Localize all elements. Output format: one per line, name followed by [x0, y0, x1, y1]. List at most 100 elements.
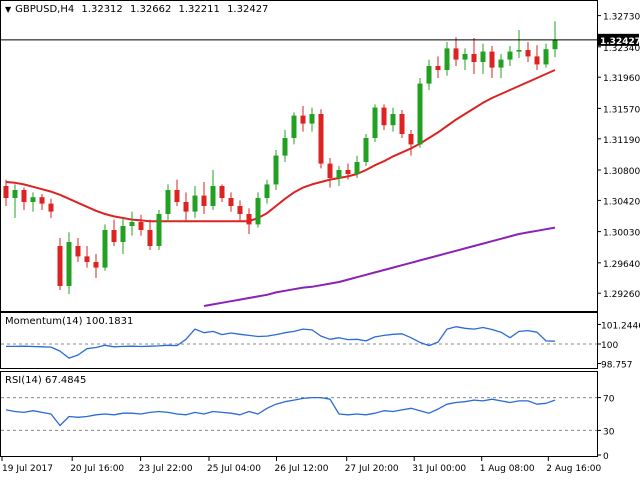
candle-bull	[480, 51, 486, 62]
candle-bull	[507, 51, 513, 60]
candle-bear	[408, 134, 414, 145]
candle-bull	[66, 242, 72, 286]
price-tick-label: 1.31960	[603, 74, 640, 84]
main-chart-title: ▼ GBPUSD,H4 1.32312 1.32662 1.32211 1.324…	[5, 4, 272, 15]
time-tick-label: 23 Jul 22:00	[139, 464, 193, 474]
candle-bear	[318, 114, 324, 164]
candle-bear	[435, 66, 441, 70]
candle-bear	[201, 195, 207, 206]
price-tick-label: 1.30800	[603, 167, 640, 177]
momentum-tick-label: 100	[601, 341, 618, 351]
candle-bear	[228, 198, 234, 206]
symbol-timeframe: GBPUSD,H4	[15, 4, 75, 15]
momentum-tick-label: 98.757	[601, 361, 633, 371]
candle-bull	[210, 186, 216, 206]
price-tick-label: 1.31570	[603, 105, 640, 115]
price-tick-label: 1.31190	[603, 136, 640, 146]
momentum-tick-label: 101.2446	[601, 321, 640, 331]
time-tick-label: 19 Jul 2017	[2, 464, 53, 474]
candle-bull	[165, 190, 171, 214]
candle-bear	[138, 222, 144, 230]
ohlc-high: 1.32662	[129, 4, 172, 15]
candle-bear	[57, 246, 63, 286]
candle-bull	[30, 197, 36, 202]
candle-bear	[84, 256, 90, 262]
candle-bull	[336, 170, 342, 178]
rsi-tick-label: 0	[603, 452, 609, 462]
rsi-tick-label: 30	[603, 427, 615, 437]
candle-bear	[183, 202, 189, 212]
price-tick-label: 1.30420	[603, 197, 640, 207]
ohlc-close: 1.32427	[227, 4, 269, 15]
rsi-plot	[1, 396, 597, 431]
current-price-box	[598, 33, 639, 46]
axes: 1.32730 1.32340 1.31960 1.31570 1.31190 1.308…	[1, 13, 640, 474]
price-tick-label: 1.29260	[603, 290, 640, 300]
main-chart-plot	[1, 21, 597, 307]
candle-bear	[471, 54, 477, 62]
rsi-panel-frame	[0, 371, 598, 457]
candle-bull	[309, 114, 315, 124]
collapse-triangle-icon[interactable]: ▼	[5, 5, 12, 14]
price-tick-label: 1.29640	[603, 260, 640, 270]
candle-bear	[21, 190, 27, 202]
candle-bear	[111, 230, 117, 242]
candle-bull	[462, 54, 468, 60]
momentum-plot	[1, 326, 597, 359]
candle-bull	[444, 48, 450, 70]
candle-bull	[372, 107, 378, 138]
candle-bear	[327, 163, 333, 178]
candle-bull	[12, 190, 18, 198]
rsi-title: RSI(14) 67.4845	[5, 375, 87, 386]
candle-bear	[399, 114, 405, 134]
candle-bear	[453, 48, 459, 60]
candle-bear	[246, 214, 252, 225]
candle-bull	[192, 195, 198, 212]
candle-bear	[525, 50, 531, 57]
momentum-title: Momentum(14) 100.1831	[5, 316, 134, 327]
time-tick-label: 27 Jul 20:00	[345, 464, 399, 474]
time-tick-label: 26 Jul 12:00	[275, 464, 329, 474]
candle-bull	[102, 230, 108, 268]
price-tick-label: 1.32730	[603, 13, 640, 23]
candle-bear	[219, 186, 225, 198]
candle-bear	[3, 186, 9, 198]
candle-bear	[39, 197, 45, 204]
current-price-label: 1.32427	[600, 37, 640, 47]
candle-bull	[543, 49, 549, 65]
candle-bull	[264, 184, 270, 198]
slow-sma-line	[203, 226, 556, 307]
ohlc-open: 1.32312	[81, 4, 123, 15]
candle-bull	[255, 198, 261, 225]
candle-bull	[291, 115, 297, 138]
candle-bear	[75, 246, 81, 257]
ohlc-low: 1.32211	[178, 4, 220, 15]
candle-bear	[93, 262, 99, 268]
candle-bull	[426, 66, 432, 84]
rsi-tick-label: 70	[603, 395, 615, 405]
time-tick-label: 31 Jul 00:00	[412, 464, 466, 474]
time-tick-label: 2 Aug 16:00	[546, 464, 601, 474]
candle-bull	[498, 59, 504, 68]
fast-ema-line	[5, 69, 556, 223]
candle-bull	[354, 162, 360, 174]
candle-bear	[345, 170, 351, 174]
rsi-line	[5, 396, 556, 427]
candle-bear	[300, 115, 306, 124]
time-tick-label: 25 Jul 04:00	[207, 464, 261, 474]
candle-bull	[120, 226, 126, 242]
candle-bull	[273, 155, 279, 185]
candle-bear	[48, 203, 54, 212]
momentum-line	[6, 326, 556, 359]
candle-bull	[552, 39, 558, 50]
time-tick-label: 20 Jul 16:00	[70, 464, 124, 474]
time-tick-label: 1 Aug 08:00	[480, 464, 535, 474]
candle-bull	[516, 50, 522, 52]
candle-bear	[381, 107, 387, 126]
candle-bull	[417, 83, 423, 145]
candle-bull	[156, 214, 162, 246]
price-tick-label: 1.32340	[603, 44, 640, 54]
price-tick-label: 1.30030	[603, 229, 640, 239]
